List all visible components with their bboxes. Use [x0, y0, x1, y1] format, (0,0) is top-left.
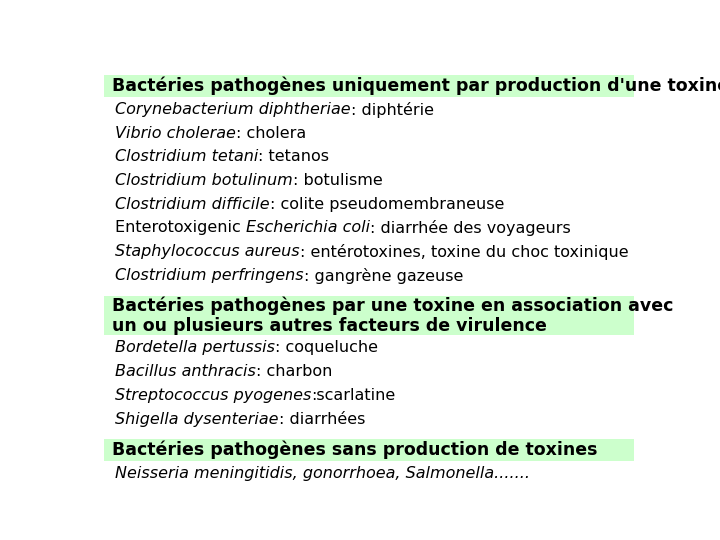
Text: :scarlatine: :scarlatine — [312, 388, 396, 403]
Text: : gangrène gazeuse: : gangrène gazeuse — [304, 268, 463, 284]
Text: Enterotoxigenic: Enterotoxigenic — [115, 220, 246, 235]
Text: Bactéries pathogènes par une toxine en association avec: Bactéries pathogènes par une toxine en a… — [112, 296, 674, 315]
Text: Shigella dysenteriae: Shigella dysenteriae — [115, 411, 279, 427]
Text: : diphtérie: : diphtérie — [351, 102, 433, 118]
Text: : charbon: : charbon — [256, 364, 333, 379]
Text: Bactéries pathogènes sans production de toxines: Bactéries pathogènes sans production de … — [112, 441, 598, 460]
Text: Staphylococcus aureus: Staphylococcus aureus — [115, 244, 300, 259]
Text: Bacillus anthracis: Bacillus anthracis — [115, 364, 256, 379]
Text: Neisseria meningitidis, gonorrhoea, Salmonella.......: Neisseria meningitidis, gonorrhoea, Salm… — [115, 466, 530, 481]
Text: Vibrio cholerae: Vibrio cholerae — [115, 125, 236, 140]
Text: : botulisme: : botulisme — [293, 173, 382, 188]
Text: : colite pseudomembraneuse: : colite pseudomembraneuse — [270, 197, 504, 212]
Text: : cholera: : cholera — [236, 125, 306, 140]
Text: Streptococcus pyogenes: Streptococcus pyogenes — [115, 388, 312, 403]
FancyBboxPatch shape — [104, 440, 634, 461]
Text: Bactéries pathogènes uniquement par production d'une toxine: Bactéries pathogènes uniquement par prod… — [112, 77, 720, 95]
Text: Clostridium tetani: Clostridium tetani — [115, 149, 258, 164]
Text: Escherichia coli: Escherichia coli — [246, 220, 370, 235]
Text: Clostridium difficile: Clostridium difficile — [115, 197, 270, 212]
FancyBboxPatch shape — [104, 295, 634, 335]
Text: Corynebacterium diphtheriae: Corynebacterium diphtheriae — [115, 102, 351, 117]
Text: : diarrhée des voyageurs: : diarrhée des voyageurs — [370, 220, 571, 237]
FancyBboxPatch shape — [104, 75, 634, 97]
Text: : diarrhées: : diarrhées — [279, 411, 365, 427]
Text: Clostridium perfringens: Clostridium perfringens — [115, 268, 304, 283]
Text: : tetanos: : tetanos — [258, 149, 330, 164]
Text: Bordetella pertussis: Bordetella pertussis — [115, 341, 275, 355]
Text: : entérotoxines, toxine du choc toxinique: : entérotoxines, toxine du choc toxiniqu… — [300, 244, 629, 260]
Text: Clostridium botulinum: Clostridium botulinum — [115, 173, 293, 188]
Text: : coqueluche: : coqueluche — [275, 341, 378, 355]
Text: un ou plusieurs autres facteurs de virulence: un ou plusieurs autres facteurs de virul… — [112, 316, 547, 334]
